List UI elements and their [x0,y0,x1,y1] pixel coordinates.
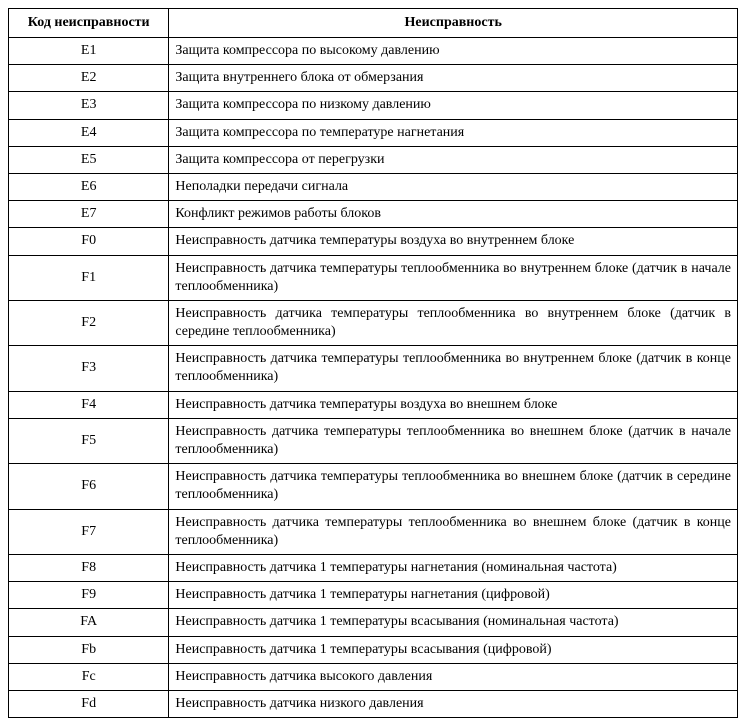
table-row: F3Неисправность датчика температуры тепл… [9,346,738,391]
table-row: E6Неполадки передачи сигнала [9,173,738,200]
fault-desc-cell: Неисправность датчика температуры теплоо… [169,255,738,300]
fault-code-cell: F3 [9,346,169,391]
fault-desc-cell: Конфликт режимов работы блоков [169,201,738,228]
header-code: Код неисправности [9,9,169,38]
fault-desc-cell: Неисправность датчика 1 температуры всас… [169,609,738,636]
table-row: E7Конфликт режимов работы блоков [9,201,738,228]
fault-code-cell: E3 [9,92,169,119]
table-row: F8Неисправность датчика 1 температуры на… [9,554,738,581]
fault-desc-cell: Защита компрессора по высокому давлению [169,38,738,65]
table-row: E1Защита компрессора по высокому давлени… [9,38,738,65]
fault-desc-cell: Неисправность датчика температуры воздух… [169,228,738,255]
fault-desc-cell: Неисправность датчика низкого давления [169,690,738,717]
fault-code-cell: F1 [9,255,169,300]
fault-code-cell: E7 [9,201,169,228]
table-row: F4Неисправность датчика температуры возд… [9,391,738,418]
table-row: E4Защита компрессора по температуре нагн… [9,119,738,146]
table-row: FbНеисправность датчика 1 температуры вс… [9,636,738,663]
fault-desc-cell: Неисправность датчика 1 температуры нагн… [169,582,738,609]
fault-code-cell: F0 [9,228,169,255]
table-row: FdНеисправность датчика низкого давления [9,690,738,717]
fault-code-cell: F5 [9,418,169,463]
fault-desc-cell: Неполадки передачи сигнала [169,173,738,200]
fault-desc-cell: Защита компрессора от перегрузки [169,146,738,173]
fault-desc-cell: Неисправность датчика температуры теплоо… [169,346,738,391]
fault-desc-cell: Неисправность датчика 1 температуры всас… [169,636,738,663]
table-row: E2Защита внутреннего блока от обмерзания [9,65,738,92]
table-row: F6Неисправность датчика температуры тепл… [9,464,738,509]
fault-code-cell: F4 [9,391,169,418]
table-row: FcНеисправность датчика высокого давлени… [9,663,738,690]
fault-code-cell: Fc [9,663,169,690]
fault-desc-cell: Защита внутреннего блока от обмерзания [169,65,738,92]
table-row: E3Защита компрессора по низкому давлению [9,92,738,119]
fault-desc-cell: Неисправность датчика температуры теплоо… [169,418,738,463]
fault-code-cell: F8 [9,554,169,581]
fault-code-cell: Fb [9,636,169,663]
table-row: F1Неисправность датчика температуры тепл… [9,255,738,300]
fault-code-cell: F6 [9,464,169,509]
fault-code-cell: F7 [9,509,169,554]
fault-code-cell: E6 [9,173,169,200]
fault-desc-cell: Неисправность датчика 1 температуры нагн… [169,554,738,581]
table-header: Код неисправности Неисправность [9,9,738,38]
fault-desc-cell: Защита компрессора по температуре нагнет… [169,119,738,146]
table-row: F5Неисправность датчика температуры тепл… [9,418,738,463]
fault-code-cell: E5 [9,146,169,173]
table-row: FAНеисправность датчика 1 температуры вс… [9,609,738,636]
fault-code-cell: Fd [9,690,169,717]
fault-desc-cell: Неисправность датчика температуры теплоо… [169,464,738,509]
fault-code-cell: F9 [9,582,169,609]
header-desc: Неисправность [169,9,738,38]
fault-desc-cell: Неисправность датчика высокого давления [169,663,738,690]
table-row: F2Неисправность датчика температуры тепл… [9,300,738,345]
table-row: E5Защита компрессора от перегрузки [9,146,738,173]
fault-code-cell: E4 [9,119,169,146]
table-row: F0Неисправность датчика температуры возд… [9,228,738,255]
fault-desc-cell: Неисправность датчика температуры теплоо… [169,509,738,554]
fault-desc-cell: Неисправность датчика температуры воздух… [169,391,738,418]
fault-code-cell: F2 [9,300,169,345]
fault-desc-cell: Защита компрессора по низкому давлению [169,92,738,119]
fault-code-cell: FA [9,609,169,636]
fault-code-cell: E2 [9,65,169,92]
table-row: F7Неисправность датчика температуры тепл… [9,509,738,554]
fault-desc-cell: Неисправность датчика температуры теплоо… [169,300,738,345]
table-row: F9Неисправность датчика 1 температуры на… [9,582,738,609]
fault-code-cell: E1 [9,38,169,65]
fault-codes-table: Код неисправности Неисправность E1Защита… [8,8,738,718]
table-body: E1Защита компрессора по высокому давлени… [9,38,738,718]
